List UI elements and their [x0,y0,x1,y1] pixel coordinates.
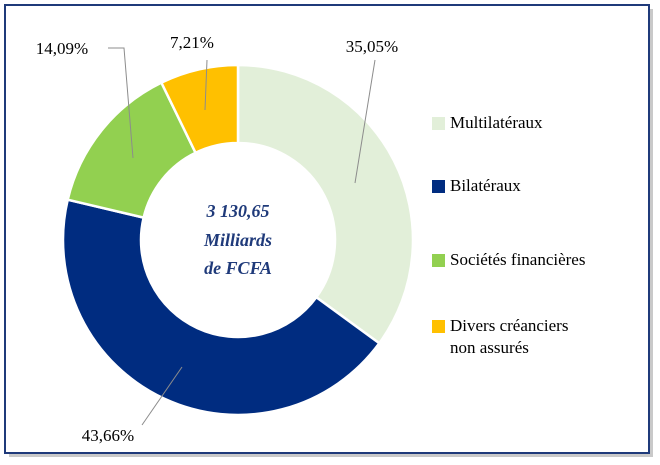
donut-segment [61,198,382,417]
donut-segment [236,63,415,346]
leader-line [141,366,183,426]
legend-swatch [432,320,445,333]
legend-swatch [432,254,445,267]
center-label: de FCFA [204,258,272,278]
leader-line [354,59,376,184]
legend-swatch [432,180,445,193]
leader-line [108,47,134,159]
legend-label: Bilatéraux [450,176,521,195]
legend-label: Divers créanciers non assurés [450,316,569,357]
center-label: 3 130,65 [206,201,270,221]
data-label: 35,05% [346,37,398,56]
legend-label: Sociétés financières [450,250,586,269]
center-label: Milliards [203,230,272,250]
data-label: 14,09% [36,39,88,58]
donut-segment [159,63,240,155]
data-label: 43,66% [82,426,134,445]
leader-line [204,59,208,111]
legend-label: Multilatéraux [450,113,543,132]
legend-swatch [432,117,445,130]
data-label: 7,21% [170,33,214,52]
